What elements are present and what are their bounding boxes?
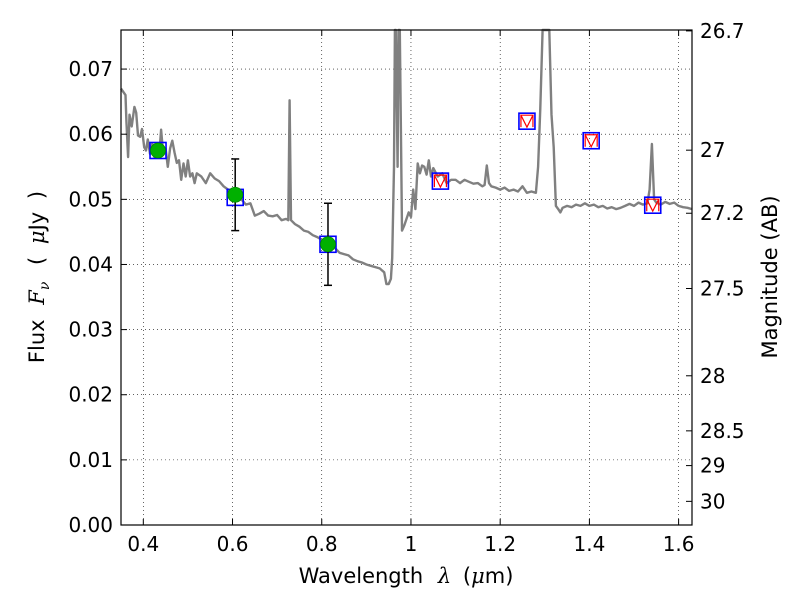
x-tick-label: 1.6 — [663, 532, 695, 556]
right-tick-label: 26.7 — [700, 19, 745, 43]
model-band-marker — [518, 112, 536, 130]
y-tick-label: 0.02 — [68, 383, 113, 407]
y-tick-label: 0.04 — [68, 252, 113, 276]
x-tick-label: 0.6 — [217, 532, 249, 556]
right-tick-label: 27.5 — [700, 277, 745, 301]
x-tick-label: 0.4 — [127, 532, 159, 556]
model-band-marker — [431, 172, 450, 190]
x-tick-label: 1 — [405, 532, 418, 556]
x-tick-label: 0.8 — [306, 532, 338, 556]
y-tick-label: 0.01 — [68, 448, 113, 472]
y-tick-label: 0.05 — [68, 187, 113, 211]
model-band-marker — [149, 141, 167, 160]
right-tick-label: 27 — [700, 138, 725, 162]
right-tick-label: 29 — [700, 454, 725, 478]
observed-point — [320, 236, 336, 253]
model-band-marker — [582, 131, 600, 150]
upper-limit-marker — [433, 174, 448, 189]
y-tick-label: 0.03 — [68, 318, 113, 342]
upper-limit-marker — [519, 114, 534, 129]
right-axis-label: Magnitude (AB) — [758, 195, 782, 358]
right-tick-label: 27.2 — [700, 201, 745, 225]
y-tick-label: 0.06 — [68, 122, 113, 146]
data-points — [149, 112, 662, 287]
model-band-marker — [643, 196, 662, 215]
x-tick-label: 1.4 — [573, 532, 605, 556]
observed-point — [227, 186, 244, 203]
x-axis-label: Wavelength λ (μm) — [299, 564, 514, 588]
y-tick-label: 0.07 — [68, 57, 113, 81]
y-axis-label: Flux Fν ( μJy ) — [25, 191, 54, 363]
spectrum-line — [120, 28, 693, 286]
observed-point — [150, 142, 166, 159]
right-tick-label: 28.5 — [700, 419, 745, 443]
upper-limit-marker — [645, 198, 660, 213]
upper-limit-marker — [584, 134, 599, 149]
right-tick-label: 30 — [700, 489, 725, 513]
x-tick-label: 1.2 — [484, 532, 516, 556]
plot-frame — [120, 29, 693, 526]
y-tick-label: 0.00 — [68, 513, 113, 537]
axis-ticks: 0.4 0.6 0.8 1 1.2 1.4 1.6 0.00 0.01 0.02 0.03 0.04 0… — [68, 19, 744, 556]
model-spectrum — [120, 28, 693, 286]
grid — [121, 30, 692, 525]
right-tick-label: 28 — [700, 364, 725, 388]
